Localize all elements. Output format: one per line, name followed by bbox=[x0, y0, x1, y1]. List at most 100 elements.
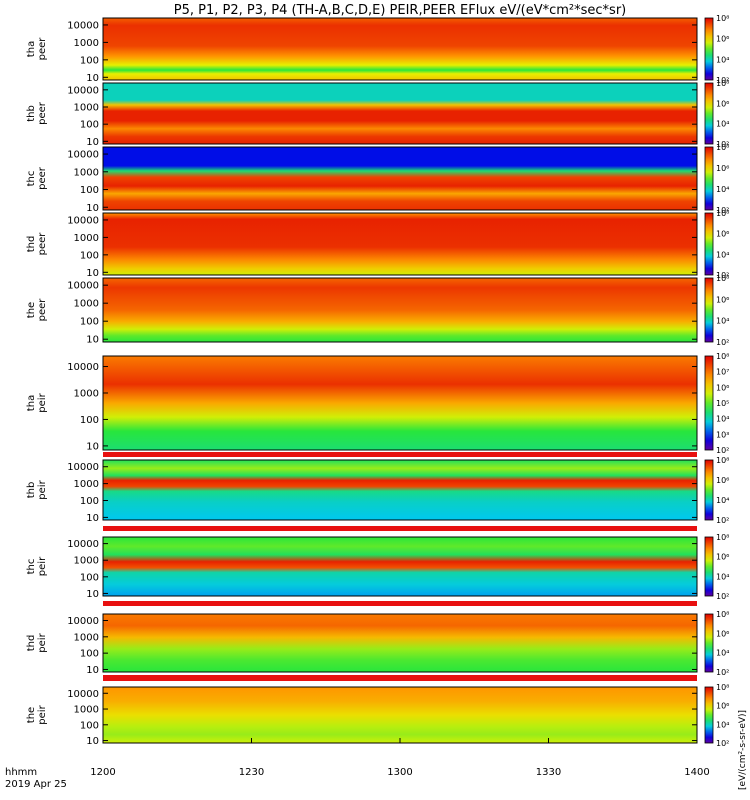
colorbar-tick-label: 10⁴ bbox=[716, 415, 729, 424]
colorbar-tick-label: 10⁶ bbox=[716, 230, 729, 239]
y-tick-label: 100 bbox=[80, 720, 99, 731]
panel-frame bbox=[102, 17, 698, 81]
colorbar-tick-label: 10⁶ bbox=[716, 164, 729, 173]
colorbar-strip bbox=[704, 536, 714, 597]
colorbar-tick-label: 10⁴ bbox=[716, 572, 729, 581]
colorbar: 10² 10⁴ 10⁶ 10⁸ bbox=[704, 456, 729, 525]
data-gap-bands bbox=[103, 452, 697, 681]
colorbar-tick-label: 10² bbox=[716, 338, 729, 347]
colorbar: 10² 10⁴ 10⁶ 10⁸ bbox=[704, 79, 729, 149]
colorbar-strip bbox=[704, 17, 714, 81]
panel-thd-peir: 10 100 1000 10000 thdpeir bbox=[26, 613, 698, 676]
panel-the-peer: 10 100 1000 10000 thepeer bbox=[26, 277, 698, 346]
colorbar: 10² 10³ 10⁴ 10⁵ 10⁶ 10⁷ 10⁸ bbox=[704, 352, 729, 455]
y-tick-label: 10 bbox=[86, 203, 99, 214]
colorbar-tick-label: 10² bbox=[716, 206, 729, 215]
time-axis-label: hhmm bbox=[5, 767, 37, 778]
y-tick-label: 100 bbox=[80, 185, 99, 196]
panel-label: thapeer bbox=[26, 37, 48, 61]
x-tick-label: 1330 bbox=[536, 767, 561, 778]
y-tick-label: 10 bbox=[86, 736, 99, 747]
colorbar-tick-label: 10⁸ bbox=[716, 79, 729, 88]
panel-label: thdpeir bbox=[26, 632, 48, 652]
y-tick-label: 10000 bbox=[67, 539, 99, 550]
colorbar-tick-label: 10⁶ bbox=[716, 383, 729, 392]
spectrogram-image bbox=[103, 614, 697, 672]
colorbars: 10²10⁴10⁶10⁸10²10⁴10⁶10⁸10²10⁴10⁶10⁸10²1… bbox=[704, 14, 729, 748]
y-tick-label: 10000 bbox=[67, 215, 99, 226]
panel-label: thcpeir bbox=[26, 556, 48, 576]
y-tick-label: 10 bbox=[86, 335, 99, 346]
y-tick-label: 1000 bbox=[74, 632, 99, 643]
colorbar-tick-label: 10² bbox=[716, 592, 729, 601]
colorbar-tick-label: 10³ bbox=[716, 430, 729, 439]
y-tick-label: 1000 bbox=[74, 556, 99, 567]
y-tick-label: 10 bbox=[86, 441, 99, 452]
colorbar: 10² 10⁴ 10⁶ 10⁸ bbox=[704, 14, 729, 85]
colorbar-tick-label: 10⁸ bbox=[716, 274, 729, 283]
colorbar-tick-label: 10⁶ bbox=[716, 99, 729, 108]
date-label: 2019 Apr 25 bbox=[5, 779, 67, 790]
panel-frame bbox=[102, 355, 698, 451]
spectrogram-panels: 10 100 1000 10000 thapeer 10 100 1000 10000 thbpe… bbox=[26, 17, 698, 747]
spectrogram-image bbox=[103, 687, 697, 743]
y-tick-label: 10 bbox=[86, 513, 99, 524]
panel-label: thdpeer bbox=[26, 232, 48, 256]
y-tick-label: 10000 bbox=[67, 20, 99, 31]
colorbar: 10² 10⁴ 10⁶ 10⁸ bbox=[704, 533, 729, 601]
colorbar: 10² 10⁴ 10⁶ 10⁸ bbox=[704, 683, 729, 748]
colorbar-tick-label: 10⁷ bbox=[716, 368, 729, 377]
data-gap-band bbox=[103, 601, 697, 606]
spectrogram-image bbox=[103, 147, 697, 210]
y-tick-label: 100 bbox=[80, 55, 99, 66]
spectrogram-image bbox=[103, 278, 697, 342]
colorbar-strip bbox=[704, 613, 714, 673]
colorbar-tick-label: 10⁶ bbox=[716, 702, 729, 711]
panel-label: thbpeir bbox=[26, 479, 48, 499]
colorbar: 10² 10⁴ 10⁶ 10⁸ bbox=[704, 274, 729, 347]
panel-thc-peer: 10 100 1000 10000 thcpeer bbox=[26, 146, 698, 214]
spectrogram-image bbox=[103, 537, 697, 596]
colorbar-tick-label: 10² bbox=[716, 140, 729, 149]
y-tick-label: 10 bbox=[86, 589, 99, 600]
colorbar-tick-label: 10⁴ bbox=[716, 55, 729, 64]
y-tick-label: 10000 bbox=[67, 689, 99, 700]
colorbar-tick-label: 10² bbox=[716, 668, 729, 677]
panel-tha-peir: 10 100 1000 10000 thapeir bbox=[26, 355, 698, 452]
spectrogram-image bbox=[103, 460, 697, 520]
colorbar-strip bbox=[704, 146, 714, 211]
data-gap-band bbox=[103, 526, 697, 531]
colorbar-tick-label: 10⁴ bbox=[716, 250, 729, 259]
panel-frame bbox=[102, 212, 698, 276]
colorbar-tick-label: 10⁴ bbox=[716, 317, 729, 326]
y-tick-label: 100 bbox=[80, 649, 99, 660]
colorbar-tick-label: 10² bbox=[716, 76, 729, 85]
colorbar-tick-label: 10⁴ bbox=[716, 720, 729, 729]
y-tick-label: 10000 bbox=[67, 150, 99, 161]
y-tick-label: 1000 bbox=[74, 167, 99, 178]
y-tick-label: 10000 bbox=[67, 85, 99, 96]
panel-tha-peer: 10 100 1000 10000 thapeer bbox=[26, 17, 698, 84]
colorbar-strip bbox=[704, 212, 714, 276]
panel-label: thbpeer bbox=[26, 101, 48, 125]
panel-thb-peer: 10 100 1000 10000 thbpeer bbox=[26, 82, 698, 148]
colorbar-tick-label: 10⁴ bbox=[716, 120, 729, 129]
colorbar-tick-label: 10² bbox=[716, 271, 729, 280]
panel-frame bbox=[102, 277, 698, 343]
y-tick-label: 1000 bbox=[74, 103, 99, 114]
y-tick-label: 10000 bbox=[67, 362, 99, 373]
y-tick-label: 10 bbox=[86, 665, 99, 676]
y-tick-label: 10000 bbox=[67, 281, 99, 292]
panel-frame bbox=[102, 146, 698, 211]
colorbar-tick-label: 10⁴ bbox=[716, 185, 729, 194]
panel-label: thepeir bbox=[26, 704, 48, 724]
colorbar-tick-label: 10² bbox=[716, 739, 729, 748]
spectrogram-image bbox=[103, 356, 697, 450]
y-tick-label: 10 bbox=[86, 268, 99, 279]
y-tick-label: 100 bbox=[80, 496, 99, 507]
data-gap-band bbox=[103, 452, 697, 457]
y-tick-label: 1000 bbox=[74, 705, 99, 716]
colorbar-tick-label: 10⁴ bbox=[716, 649, 729, 658]
y-tick-label: 1000 bbox=[74, 233, 99, 244]
